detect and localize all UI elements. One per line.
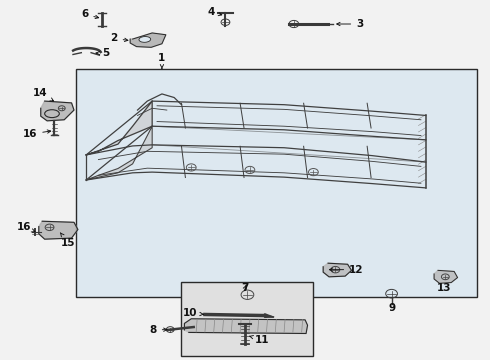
Polygon shape	[434, 270, 458, 283]
Bar	[76, 69, 477, 297]
Text: 1: 1	[158, 53, 166, 69]
Polygon shape	[86, 101, 152, 155]
Text: 14: 14	[32, 88, 53, 101]
Text: 11: 11	[249, 334, 270, 345]
Polygon shape	[41, 101, 74, 121]
Text: 7: 7	[241, 283, 249, 293]
Text: 8: 8	[149, 325, 167, 335]
Polygon shape	[323, 263, 351, 277]
Polygon shape	[86, 126, 152, 180]
Polygon shape	[130, 33, 166, 47]
Text: 4: 4	[207, 7, 222, 17]
Text: 9: 9	[388, 303, 395, 314]
Text: 13: 13	[437, 283, 452, 293]
Text: 12: 12	[329, 265, 364, 275]
Polygon shape	[265, 314, 273, 318]
Text: 5: 5	[96, 48, 109, 58]
Text: 6: 6	[81, 9, 98, 19]
Bar	[181, 282, 314, 356]
Text: 3: 3	[337, 19, 364, 29]
Polygon shape	[184, 319, 308, 333]
Text: 2: 2	[110, 33, 128, 43]
Ellipse shape	[139, 37, 151, 42]
Text: 15: 15	[60, 233, 75, 248]
Text: 16: 16	[17, 222, 35, 232]
Text: 10: 10	[183, 309, 203, 318]
Text: 16: 16	[23, 129, 50, 139]
Polygon shape	[39, 221, 78, 239]
